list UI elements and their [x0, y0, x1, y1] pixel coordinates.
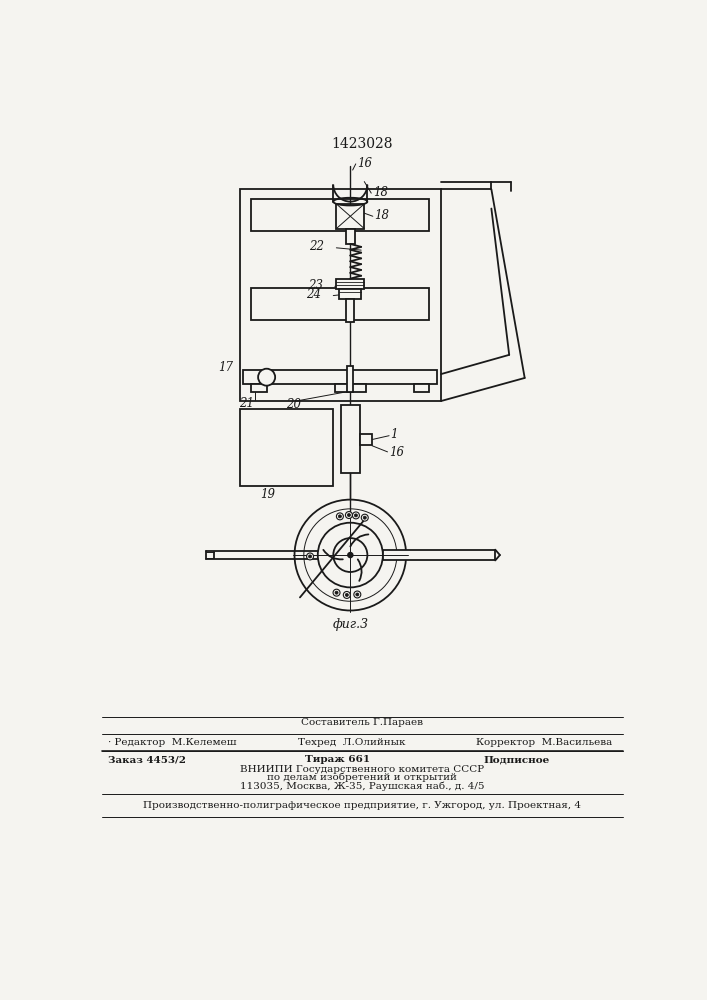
Text: ВНИИПИ Государственного комитета СССР: ВНИИПИ Государственного комитета СССР — [240, 765, 484, 774]
Circle shape — [345, 593, 349, 596]
Text: 1: 1 — [391, 428, 398, 441]
Bar — [243, 370, 437, 384]
Text: 19: 19 — [260, 488, 276, 501]
Circle shape — [317, 523, 383, 587]
Circle shape — [346, 512, 352, 518]
Circle shape — [295, 500, 406, 610]
Text: 16: 16 — [389, 446, 404, 459]
Text: 20: 20 — [286, 398, 301, 411]
Circle shape — [344, 591, 350, 598]
Bar — [339, 289, 361, 299]
Text: 18: 18 — [374, 209, 390, 222]
Text: 1423028: 1423028 — [331, 137, 392, 151]
Bar — [240, 409, 332, 486]
Text: · Редактор  М.Келемеш: · Редактор М.Келемеш — [107, 738, 236, 747]
Bar — [414, 384, 429, 392]
Circle shape — [333, 538, 368, 572]
Circle shape — [356, 593, 359, 596]
Bar — [337, 204, 364, 229]
Bar — [335, 384, 366, 392]
Text: 17: 17 — [218, 361, 233, 374]
Circle shape — [333, 589, 340, 596]
Circle shape — [347, 513, 351, 517]
Text: 23: 23 — [308, 279, 322, 292]
Bar — [347, 366, 354, 392]
Bar — [240, 189, 441, 401]
Circle shape — [307, 553, 313, 560]
Text: Производственно-полиграфическое предприятие, г. Ужгород, ул. Проектная, 4: Производственно-полиграфическое предприя… — [143, 801, 581, 810]
Circle shape — [308, 555, 312, 558]
Text: 24: 24 — [306, 288, 321, 301]
Bar — [251, 199, 429, 231]
Circle shape — [339, 515, 341, 518]
Bar — [341, 405, 360, 473]
Bar — [346, 299, 354, 322]
Text: 21: 21 — [240, 397, 255, 410]
Circle shape — [258, 369, 275, 386]
Bar — [383, 550, 495, 560]
Circle shape — [337, 513, 344, 520]
Text: Техред  Л.Олийнык: Техред Л.Олийнык — [298, 738, 405, 747]
Text: 113035, Москва, Ж-35, Раушская наб., д. 4/5: 113035, Москва, Ж-35, Раушская наб., д. … — [240, 781, 484, 791]
Text: Тираж 661: Тираж 661 — [305, 755, 370, 764]
Circle shape — [361, 514, 368, 521]
Bar — [251, 288, 429, 320]
Text: по делам изобретений и открытий: по делам изобретений и открытий — [267, 773, 457, 782]
Text: Составитель Г.Параев: Составитель Г.Параев — [301, 718, 423, 727]
Text: Заказ 4453/2: Заказ 4453/2 — [107, 755, 186, 764]
Circle shape — [353, 512, 359, 519]
Bar — [360, 434, 372, 445]
Bar — [337, 279, 364, 289]
Text: 16: 16 — [357, 157, 373, 170]
Text: 18: 18 — [373, 186, 388, 199]
Text: фиг.3: фиг.3 — [332, 618, 368, 631]
Circle shape — [335, 591, 338, 594]
Circle shape — [363, 516, 366, 519]
Circle shape — [348, 553, 353, 557]
Text: 22: 22 — [309, 240, 325, 253]
Text: Корректор  М.Васильева: Корректор М.Васильева — [476, 738, 612, 747]
Circle shape — [354, 514, 358, 517]
Bar — [251, 384, 267, 392]
Circle shape — [354, 591, 361, 598]
Text: Подписное: Подписное — [484, 755, 550, 764]
Bar — [346, 229, 355, 244]
